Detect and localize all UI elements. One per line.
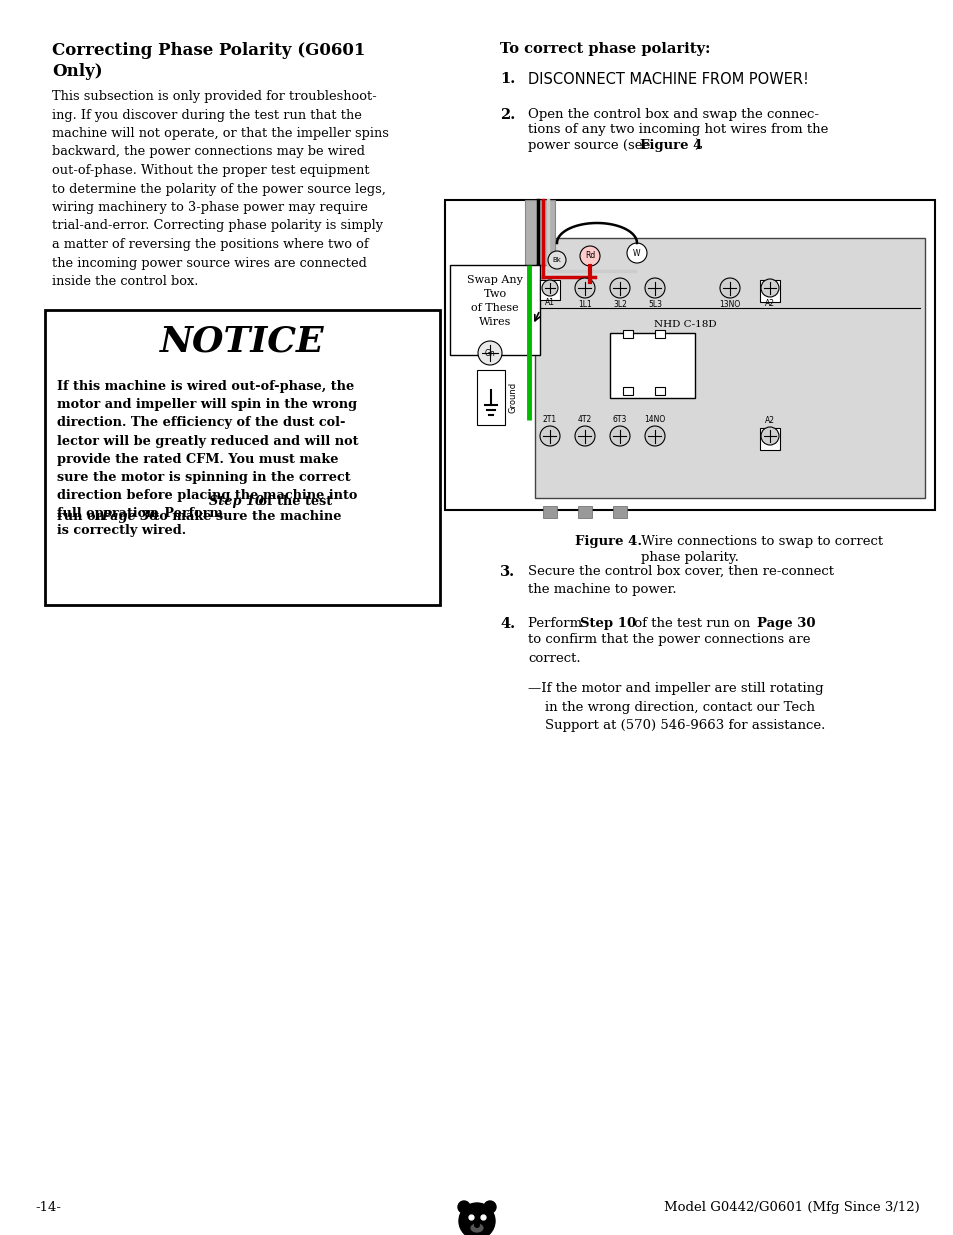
Text: of the test run on: of the test run on [629,618,754,630]
Bar [622,330,633,338]
Bar [760,280,780,303]
Text: To correct phase polarity:: To correct phase polarity: [499,42,710,56]
Circle shape [547,251,565,269]
Bar [535,238,924,498]
Text: —If the motor and impeller are still rotating
    in the wrong direction, contac: —If the motor and impeller are still rot… [527,682,824,732]
Bar [524,200,555,266]
Text: 3L2: 3L2 [613,300,626,309]
Text: 14NO: 14NO [643,415,665,424]
Bar [476,370,504,425]
Bar [539,280,559,300]
Text: W: W [633,248,640,258]
Circle shape [720,278,740,298]
Text: Wire connections to swap to correct: Wire connections to swap to correct [637,535,882,548]
Text: Page 30: Page 30 [757,618,815,630]
Text: phase polarity.: phase polarity. [640,551,739,564]
Text: 5L3: 5L3 [647,300,661,309]
Text: Model G0442/G0601 (Mfg Since 3/12): Model G0442/G0601 (Mfg Since 3/12) [663,1200,919,1214]
Text: run on: run on [57,510,110,522]
Circle shape [760,279,779,296]
Circle shape [609,426,629,446]
Bar [45,310,439,605]
Text: power source (see: power source (see [527,140,654,152]
Circle shape [477,341,501,366]
Text: of the test: of the test [253,495,332,508]
Bar [450,266,539,354]
Circle shape [541,280,558,296]
Circle shape [575,278,595,298]
Bar [655,330,664,338]
Bar [542,506,557,517]
Text: NOTICE: NOTICE [160,325,324,359]
Text: Step 10: Step 10 [209,495,264,508]
Circle shape [644,426,664,446]
Text: 2T1: 2T1 [542,415,557,424]
Text: Step 10: Step 10 [579,618,636,630]
Circle shape [483,1200,496,1213]
Text: Perform: Perform [527,618,586,630]
Circle shape [474,1221,479,1228]
Circle shape [644,278,664,298]
Circle shape [579,246,599,266]
Text: Open the control box and swap the connec-: Open the control box and swap the connec… [527,107,818,121]
Circle shape [539,426,559,446]
Text: A2: A2 [764,299,774,308]
Circle shape [760,427,779,445]
Text: NHD C-18D: NHD C-18D [653,320,716,329]
Text: to confirm that the power connections are
correct.: to confirm that the power connections ar… [527,634,810,664]
Circle shape [626,243,646,263]
Text: A2: A2 [764,416,774,425]
Text: Swap Any
Two
of These
Wires: Swap Any Two of These Wires [467,275,522,327]
Text: Figure 4: Figure 4 [639,140,701,152]
Text: A1: A1 [544,298,555,308]
Text: Ground: Ground [508,382,517,412]
Text: DISCONNECT MACHINE FROM POWER!: DISCONNECT MACHINE FROM POWER! [527,72,808,86]
Bar [609,333,695,398]
Text: 2.: 2. [499,107,515,122]
Text: Page 30: Page 30 [101,510,158,522]
Text: 13NO: 13NO [719,300,740,309]
Bar [655,387,664,395]
Text: Gn: Gn [484,348,495,357]
Text: 1L1: 1L1 [578,300,591,309]
Ellipse shape [470,1223,483,1233]
Text: is correctly wired.: is correctly wired. [57,524,186,537]
Text: tions of any two incoming hot wires from the: tions of any two incoming hot wires from… [527,124,827,137]
Text: 1.: 1. [499,72,515,86]
Text: 6T3: 6T3 [612,415,626,424]
Bar [760,429,780,450]
Text: to make sure the machine: to make sure the machine [149,510,341,522]
Text: Bk: Bk [552,257,561,263]
Circle shape [458,1203,495,1235]
Text: -14-: -14- [35,1200,61,1214]
Text: 4T2: 4T2 [578,415,592,424]
Text: Rd: Rd [584,252,595,261]
Circle shape [609,278,629,298]
Bar [578,506,592,517]
Text: Figure 4.: Figure 4. [575,535,641,548]
Bar [622,387,633,395]
Bar [444,200,934,510]
Circle shape [457,1200,470,1213]
Text: 3.: 3. [499,564,515,579]
Text: Correcting Phase Polarity (G0601: Correcting Phase Polarity (G0601 [52,42,365,59]
Text: If this machine is wired out-of-phase, the
motor and impeller will spin in the w: If this machine is wired out-of-phase, t… [57,380,358,520]
Text: 4.: 4. [499,618,515,631]
Text: Secure the control box cover, then re-connect
the machine to power.: Secure the control box cover, then re-co… [527,564,833,597]
Text: This subsection is only provided for troubleshoot-
ing. If you discover during t: This subsection is only provided for tro… [52,90,389,288]
Text: Only): Only) [52,63,103,80]
Text: ).: ). [693,140,702,152]
Bar [613,506,626,517]
Circle shape [575,426,595,446]
